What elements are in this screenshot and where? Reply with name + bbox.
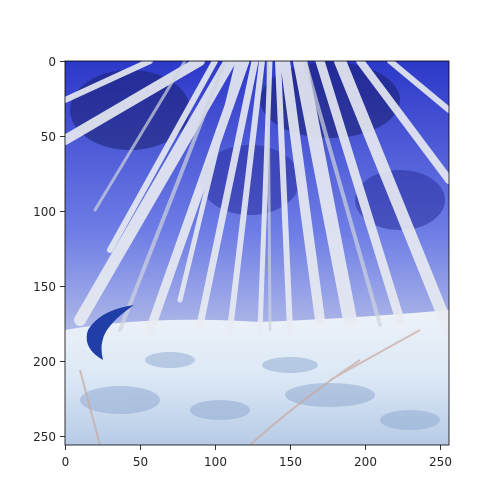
y-tick-label: 50 — [41, 130, 56, 144]
y-tick-label: 150 — [33, 280, 56, 294]
image-frame — [64, 60, 450, 446]
x-tick-label: 0 — [62, 455, 70, 469]
x-tick-label: 250 — [429, 455, 452, 469]
blue-crescent-object — [86, 305, 134, 360]
y-tick-label: 100 — [33, 205, 56, 219]
photo-image — [65, 61, 449, 445]
y-axis — [60, 61, 65, 437]
y-tick-label: 200 — [33, 355, 56, 369]
y-tick-label: 0 — [48, 55, 56, 69]
x-axis — [65, 445, 441, 450]
x-tick-label: 100 — [204, 455, 227, 469]
x-tick-label: 50 — [133, 455, 148, 469]
y-tick-label: 250 — [33, 430, 56, 444]
x-tick-label: 200 — [354, 455, 377, 469]
x-tick-label: 150 — [279, 455, 302, 469]
